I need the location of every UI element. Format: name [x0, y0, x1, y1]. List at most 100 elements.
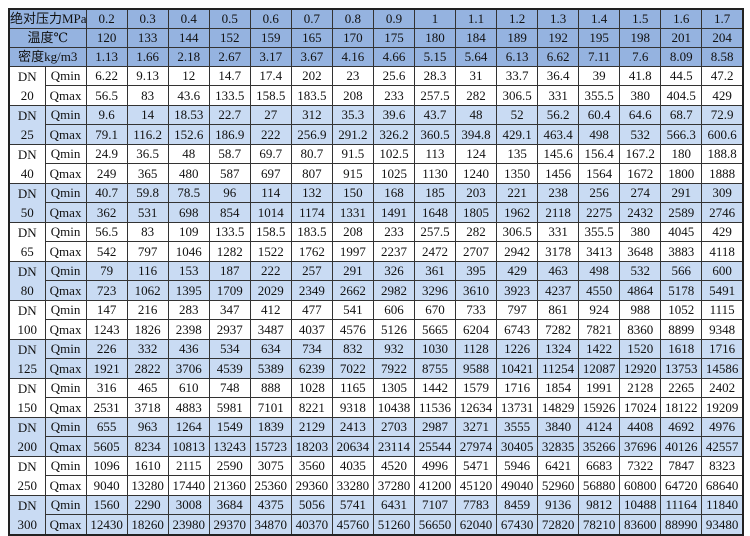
flow-value-cell: 14.7 — [208, 65, 251, 87]
flow-value-cell: 43.7 — [413, 104, 457, 126]
flow-value-cell: 1564 — [578, 163, 621, 184]
flow-type-label: Qmax — [44, 436, 87, 457]
flow-value-cell: 62040 — [455, 514, 498, 536]
flow-value-cell: 566 — [660, 260, 703, 282]
flow-value-cell: 5981 — [208, 397, 251, 418]
flow-value-cell: 634 — [249, 338, 292, 360]
flow-value-cell: 11164 — [660, 494, 703, 516]
flow-value-cell: 4864 — [619, 280, 662, 301]
flow-value-cell: 113 — [413, 143, 457, 165]
flow-value-cell: 52 — [496, 104, 539, 126]
flow-value-cell: 7282 — [537, 319, 580, 340]
header-cell: 3.17 — [249, 46, 292, 67]
flow-value-cell: 4037 — [290, 319, 333, 340]
flow-value-cell: 4035 — [331, 455, 374, 477]
header-cell: 0.6 — [249, 8, 292, 29]
flow-value-cell: 832 — [331, 338, 374, 360]
flow-value-cell: 1962 — [496, 202, 539, 223]
flow-value-cell: 888 — [249, 377, 292, 399]
flow-value-cell: 13243 — [208, 436, 251, 457]
dn-size-label: DN — [8, 455, 46, 476]
flow-value-cell: 3706 — [167, 358, 210, 379]
flow-value-cell: 394.8 — [455, 124, 498, 145]
flow-value-cell: 135 — [496, 143, 539, 165]
flow-value-cell: 698 — [167, 202, 210, 223]
flow-value-cell: 1709 — [208, 280, 251, 301]
dn-size-label: 200 — [8, 436, 46, 457]
flow-value-cell: 2128 — [619, 377, 662, 399]
flow-value-cell: 4118 — [701, 241, 744, 262]
flow-value-cell: 78210 — [578, 514, 621, 536]
flow-value-cell: 222 — [249, 260, 292, 282]
header-cell: 195 — [578, 27, 621, 48]
flow-value-cell: 14 — [126, 104, 169, 126]
flow-table-container: 绝对压力MPa 0.2 0.3 0.4 0.5 0.6 0.7 0.8 0.9 1 1.1 1.2 1.… — [8, 8, 744, 536]
flow-value-cell: 257 — [290, 260, 333, 282]
flow-value-cell: 306.5 — [496, 221, 539, 243]
flow-value-cell: 1165 — [331, 377, 374, 399]
flow-value-cell: 31 — [455, 65, 498, 87]
flow-value-cell: 316 — [85, 377, 128, 399]
flow-value-cell: 9318 — [331, 397, 374, 418]
flow-value-cell: 2432 — [619, 202, 662, 223]
flow-value-cell: 6431 — [372, 494, 415, 516]
flow-value-cell: 4237 — [537, 280, 580, 301]
table-row-dn40-qmin: DN Qmin 24.9 36.5 48 58.7 69.7 80.7 91.5 102.5 113… — [8, 143, 744, 165]
flow-value-cell: 19209 — [701, 397, 744, 418]
flow-value-cell: 23114 — [372, 436, 415, 457]
flow-value-cell: 188.8 — [701, 143, 744, 165]
flow-value-cell: 168 — [372, 182, 415, 204]
flow-value-cell: 3413 — [578, 241, 621, 262]
flow-value-cell: 37280 — [372, 475, 415, 496]
flow-value-cell: 1826 — [126, 319, 169, 340]
flow-value-cell: 600 — [701, 260, 744, 282]
flow-value-cell: 1618 — [660, 338, 703, 360]
header-cell: 8.58 — [701, 46, 744, 67]
flow-value-cell: 56.5 — [85, 221, 128, 243]
flow-value-cell: 1991 — [578, 377, 621, 399]
flow-value-cell: 988 — [619, 299, 662, 321]
flow-value-cell: 83 — [126, 85, 169, 106]
flow-value-cell: 1491 — [372, 202, 415, 223]
flow-value-cell: 49040 — [496, 475, 539, 496]
flow-value-cell: 4883 — [167, 397, 210, 418]
dn-size-label: DN — [8, 416, 46, 437]
header-cell: 152 — [208, 27, 251, 48]
flow-value-cell: 79.1 — [85, 124, 128, 145]
flow-value-cell: 7101 — [249, 397, 292, 418]
flow-value-cell: 1560 — [85, 494, 128, 516]
flow-value-cell: 9588 — [455, 358, 498, 379]
flow-value-cell: 1096 — [85, 455, 128, 477]
flow-value-cell: 8323 — [701, 455, 744, 477]
flow-value-cell: 48 — [455, 104, 498, 126]
flow-value-cell: 145.6 — [537, 143, 580, 165]
header-cell: 144 — [167, 27, 210, 48]
flow-value-cell: 158.5 — [249, 221, 292, 243]
flow-value-cell: 109 — [167, 221, 210, 243]
flow-value-cell: 11254 — [537, 358, 580, 379]
flow-value-cell: 183.5 — [290, 85, 333, 106]
flow-value-cell: 1888 — [701, 163, 744, 184]
flow-value-cell: 208 — [331, 85, 374, 106]
flow-value-cell: 361 — [413, 260, 457, 282]
flow-value-cell: 1854 — [537, 377, 580, 399]
dn-size-label: 250 — [8, 475, 46, 496]
flow-value-cell: 748 — [208, 377, 251, 399]
flow-value-cell: 64720 — [660, 475, 703, 496]
header-cell: 165 — [290, 27, 333, 48]
flow-value-cell: 963 — [126, 416, 169, 438]
dn-size-label: 25 — [8, 124, 46, 145]
flow-value-cell: 531 — [126, 202, 169, 223]
flow-value-cell: 116.2 — [126, 124, 169, 145]
flow-value-cell: 7847 — [660, 455, 703, 477]
flow-value-cell: 1762 — [290, 241, 333, 262]
flow-value-cell: 44.5 — [660, 65, 703, 87]
flow-value-cell: 187 — [208, 260, 251, 282]
flow-value-cell: 360.5 — [413, 124, 457, 145]
flow-value-cell: 69.7 — [249, 143, 292, 165]
flow-value-cell: 3555 — [496, 416, 539, 438]
row-label: 绝对压力MPa — [8, 8, 87, 29]
header-cell: 5.64 — [455, 46, 498, 67]
flow-value-cell: 1226 — [496, 338, 539, 360]
flow-value-cell: 10421 — [496, 358, 539, 379]
